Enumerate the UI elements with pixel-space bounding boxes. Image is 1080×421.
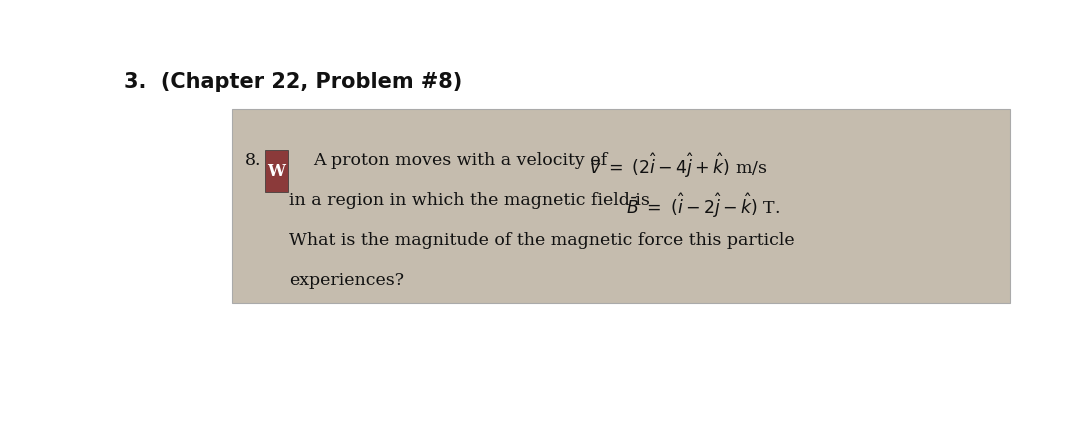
Text: $\bar{v}$ $=$ $(2\hat{i}-4\hat{j}+\hat{k})$ m/s: $\bar{v}$ $=$ $(2\hat{i}-4\hat{j}+\hat{k… — [589, 152, 767, 180]
Text: 3.  (Chapter 22, Problem #8): 3. (Chapter 22, Problem #8) — [124, 72, 462, 92]
Text: W: W — [268, 163, 285, 180]
Text: 8.: 8. — [245, 152, 261, 168]
Text: in a region in which the magnetic field is: in a region in which the magnetic field … — [289, 192, 656, 208]
Text: experiences?: experiences? — [289, 272, 404, 288]
Text: $\bar{B}$ $=$ $(\hat{i}-2\hat{j}-\hat{k})$ T.: $\bar{B}$ $=$ $(\hat{i}-2\hat{j}-\hat{k}… — [626, 192, 781, 220]
Text: A proton moves with a velocity of: A proton moves with a velocity of — [313, 152, 613, 168]
FancyBboxPatch shape — [232, 109, 1010, 303]
Text: What is the magnitude of the magnetic force this particle: What is the magnitude of the magnetic fo… — [289, 232, 795, 248]
FancyBboxPatch shape — [265, 150, 288, 192]
